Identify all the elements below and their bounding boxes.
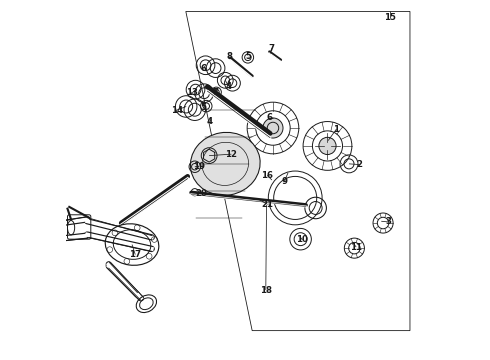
Text: 13: 13 bbox=[186, 88, 198, 97]
Text: 8: 8 bbox=[226, 53, 232, 62]
Circle shape bbox=[319, 137, 336, 154]
Text: 21: 21 bbox=[262, 200, 273, 209]
Text: 7: 7 bbox=[212, 88, 219, 97]
Text: 19: 19 bbox=[194, 162, 205, 171]
Text: 9: 9 bbox=[281, 176, 288, 185]
Text: 7: 7 bbox=[269, 44, 274, 53]
Text: 17: 17 bbox=[129, 250, 141, 259]
Text: 4: 4 bbox=[225, 82, 232, 91]
Text: 16: 16 bbox=[261, 171, 273, 180]
Text: 11: 11 bbox=[350, 243, 362, 252]
Text: 5: 5 bbox=[201, 103, 207, 112]
Text: 15: 15 bbox=[384, 13, 396, 22]
Text: 4: 4 bbox=[206, 117, 212, 126]
Text: 1: 1 bbox=[334, 125, 340, 134]
Text: 2: 2 bbox=[357, 160, 363, 169]
Ellipse shape bbox=[191, 132, 260, 195]
Text: 20: 20 bbox=[196, 189, 207, 198]
Text: 3: 3 bbox=[386, 217, 392, 226]
Text: 18: 18 bbox=[260, 285, 272, 294]
Circle shape bbox=[263, 118, 283, 138]
Text: 14: 14 bbox=[171, 105, 183, 114]
Text: 5: 5 bbox=[245, 53, 251, 62]
Text: 12: 12 bbox=[225, 150, 237, 159]
Text: 6: 6 bbox=[267, 113, 272, 122]
Text: 10: 10 bbox=[296, 235, 308, 244]
Text: 6: 6 bbox=[201, 64, 207, 73]
